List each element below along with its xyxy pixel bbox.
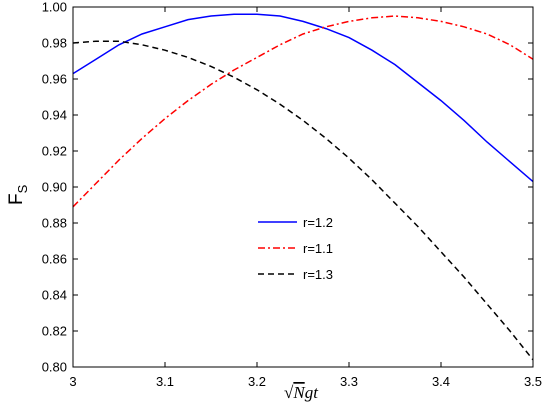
y-tick-label: 0.84: [42, 288, 67, 303]
axes-layer: 3 3.1 3.2 3.3 3.4 3.5 0.80 0.82 0.84 0.86 0.88 0.90…: [42, 0, 542, 389]
y-axis-label-subscript: S: [15, 184, 30, 193]
legend: r=1.2 r=1.1 r=1.3: [258, 215, 333, 282]
x-axis-label: √Ngt: [284, 383, 319, 402]
legend-label-r=1.3: r=1.3: [303, 267, 333, 282]
plot-background: [73, 7, 533, 367]
x-tick-label: 3.3: [340, 374, 358, 389]
y-tick-label: 0.86: [42, 252, 67, 267]
y-tick-label: 1.00: [42, 0, 67, 15]
y-axis-label: FS: [6, 184, 30, 205]
y-tick-label: 0.92: [42, 144, 67, 159]
series-line-r=1.1: [73, 15, 533, 208]
y-tick-label: 0.82: [42, 324, 67, 339]
x-tick-label: 3.5: [524, 374, 542, 389]
axis-labels: FS √Ngt: [6, 184, 319, 402]
plot-area: [73, 7, 533, 367]
y-axis-label-main: F: [6, 193, 27, 205]
x-axis-label-radicand: N: [292, 383, 306, 402]
x-tick-label: 3.2: [248, 374, 266, 389]
y-tick-label: 0.80: [42, 360, 67, 375]
series-line-r=1.3: [73, 40, 533, 361]
y-tick-label: 0.96: [42, 72, 67, 87]
x-axis-label-rest: gt: [305, 383, 320, 402]
y-tick-label: 0.98: [42, 36, 67, 51]
y-tick-label: 0.88: [42, 216, 67, 231]
x-axis-label-radical: √: [284, 383, 294, 402]
x-tick-label: 3.1: [156, 374, 174, 389]
y-tick-label: 0.90: [42, 180, 67, 195]
series-line-r=1.2: [73, 13, 533, 183]
legend-label-r=1.2: r=1.2: [303, 215, 333, 230]
x-tick-label: 3.4: [432, 374, 450, 389]
y-tick-label: 0.94: [42, 108, 67, 123]
x-tick-label: 3: [69, 374, 76, 389]
series-layer: [73, 13, 533, 361]
legend-label-r=1.1: r=1.1: [303, 241, 333, 256]
